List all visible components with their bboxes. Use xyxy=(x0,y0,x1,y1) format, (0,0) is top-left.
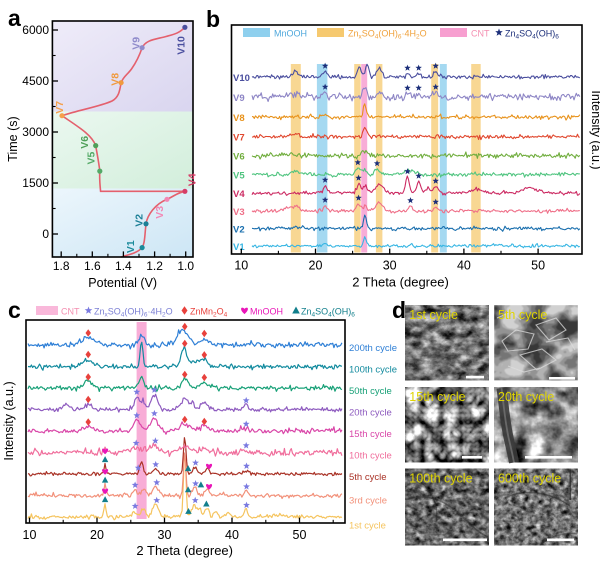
svg-text:V4: V4 xyxy=(186,173,198,186)
svg-text:V6: V6 xyxy=(79,136,91,149)
svg-text:100th cycle: 100th cycle xyxy=(409,472,472,486)
svg-text:V10: V10 xyxy=(175,36,187,55)
svg-text:V3: V3 xyxy=(233,207,245,218)
svg-text:MnOOH: MnOOH xyxy=(250,307,283,317)
svg-text:CNT: CNT xyxy=(471,29,490,39)
svg-text:20th cycle: 20th cycle xyxy=(349,408,392,419)
svg-text:10th cycle: 10th cycle xyxy=(349,451,392,462)
svg-text:Potential (V): Potential (V) xyxy=(88,276,157,290)
svg-text:V4: V4 xyxy=(233,189,245,200)
svg-text:30: 30 xyxy=(383,259,397,273)
svg-text:V8: V8 xyxy=(110,73,122,86)
svg-text:1.6: 1.6 xyxy=(84,259,101,273)
svg-text:50: 50 xyxy=(531,259,545,273)
svg-text:a: a xyxy=(8,5,21,31)
svg-text:4500: 4500 xyxy=(22,74,49,88)
svg-text:ZnxSO4(OH)6·4H2O: ZnxSO4(OH)6·4H2O xyxy=(348,29,427,41)
svg-text:V8: V8 xyxy=(233,113,245,124)
svg-text:1st cycle: 1st cycle xyxy=(349,521,386,532)
svg-text:ZnxSO4(OH)6·4H2O: ZnxSO4(OH)6·4H2O xyxy=(94,307,173,319)
svg-text:1.0: 1.0 xyxy=(177,259,194,273)
svg-text:20th cycle: 20th cycle xyxy=(498,390,554,404)
svg-text:50th cycle: 50th cycle xyxy=(349,386,392,397)
svg-text:V1: V1 xyxy=(233,242,245,253)
svg-text:6000: 6000 xyxy=(22,23,49,37)
svg-text:100th cycle: 100th cycle xyxy=(349,365,397,376)
svg-text:1500: 1500 xyxy=(22,176,49,190)
svg-text:0: 0 xyxy=(42,227,49,241)
svg-text:MnOOH: MnOOH xyxy=(274,29,307,39)
svg-text:2 Theta (degree): 2 Theta (degree) xyxy=(352,275,449,290)
svg-text:40: 40 xyxy=(457,259,471,273)
svg-text:1.2: 1.2 xyxy=(146,259,163,273)
svg-text:Zn4SO4(OH)6: Zn4SO4(OH)6 xyxy=(301,307,355,319)
svg-text:20: 20 xyxy=(309,259,323,273)
svg-text:V9: V9 xyxy=(233,93,245,104)
svg-text:10: 10 xyxy=(23,528,37,542)
svg-text:5th cycle: 5th cycle xyxy=(349,472,387,483)
svg-text:5th cycle: 5th cycle xyxy=(498,308,547,322)
svg-text:ZnMn2O4: ZnMn2O4 xyxy=(190,307,228,319)
svg-text:20: 20 xyxy=(90,528,104,542)
svg-text:15th cycle: 15th cycle xyxy=(409,390,465,404)
svg-text:V5: V5 xyxy=(85,151,97,164)
svg-text:1.8: 1.8 xyxy=(53,259,70,273)
svg-text:V7: V7 xyxy=(54,101,66,114)
svg-text:30: 30 xyxy=(158,528,172,542)
svg-text:c: c xyxy=(8,297,21,323)
svg-text:V10: V10 xyxy=(233,73,250,84)
svg-text:V1: V1 xyxy=(125,240,137,253)
svg-text:V5: V5 xyxy=(233,171,245,182)
svg-text:b: b xyxy=(206,6,220,32)
svg-text:1st cycle: 1st cycle xyxy=(409,308,458,322)
svg-text:V3: V3 xyxy=(154,206,166,219)
svg-text:40: 40 xyxy=(225,528,239,542)
svg-text:V6: V6 xyxy=(233,152,245,163)
svg-text:Time (s): Time (s) xyxy=(6,116,20,161)
svg-text:10: 10 xyxy=(234,259,248,273)
svg-text:V9: V9 xyxy=(131,37,143,50)
svg-text:3rd cycle: 3rd cycle xyxy=(349,496,387,507)
svg-text:CNT: CNT xyxy=(61,307,80,317)
svg-text:Intensity (a.u.): Intensity (a.u.) xyxy=(2,381,16,460)
svg-text:Zn4SO4(OH)6: Zn4SO4(OH)6 xyxy=(505,29,559,41)
svg-text:50: 50 xyxy=(293,528,307,542)
svg-text:V2: V2 xyxy=(134,214,146,227)
svg-text:15th cycle: 15th cycle xyxy=(349,429,392,440)
svg-text:1.4: 1.4 xyxy=(115,259,132,273)
svg-text:600th cycle: 600th cycle xyxy=(498,472,561,486)
svg-text:d: d xyxy=(392,297,406,323)
svg-text:V2: V2 xyxy=(233,225,245,236)
svg-text:3000: 3000 xyxy=(22,125,49,139)
svg-text:Intensity (a.u.): Intensity (a.u.) xyxy=(589,90,600,169)
svg-text:200th cycle: 200th cycle xyxy=(349,343,397,354)
svg-text:2 Theta (degree): 2 Theta (degree) xyxy=(136,543,233,558)
svg-text:V7: V7 xyxy=(233,133,245,144)
